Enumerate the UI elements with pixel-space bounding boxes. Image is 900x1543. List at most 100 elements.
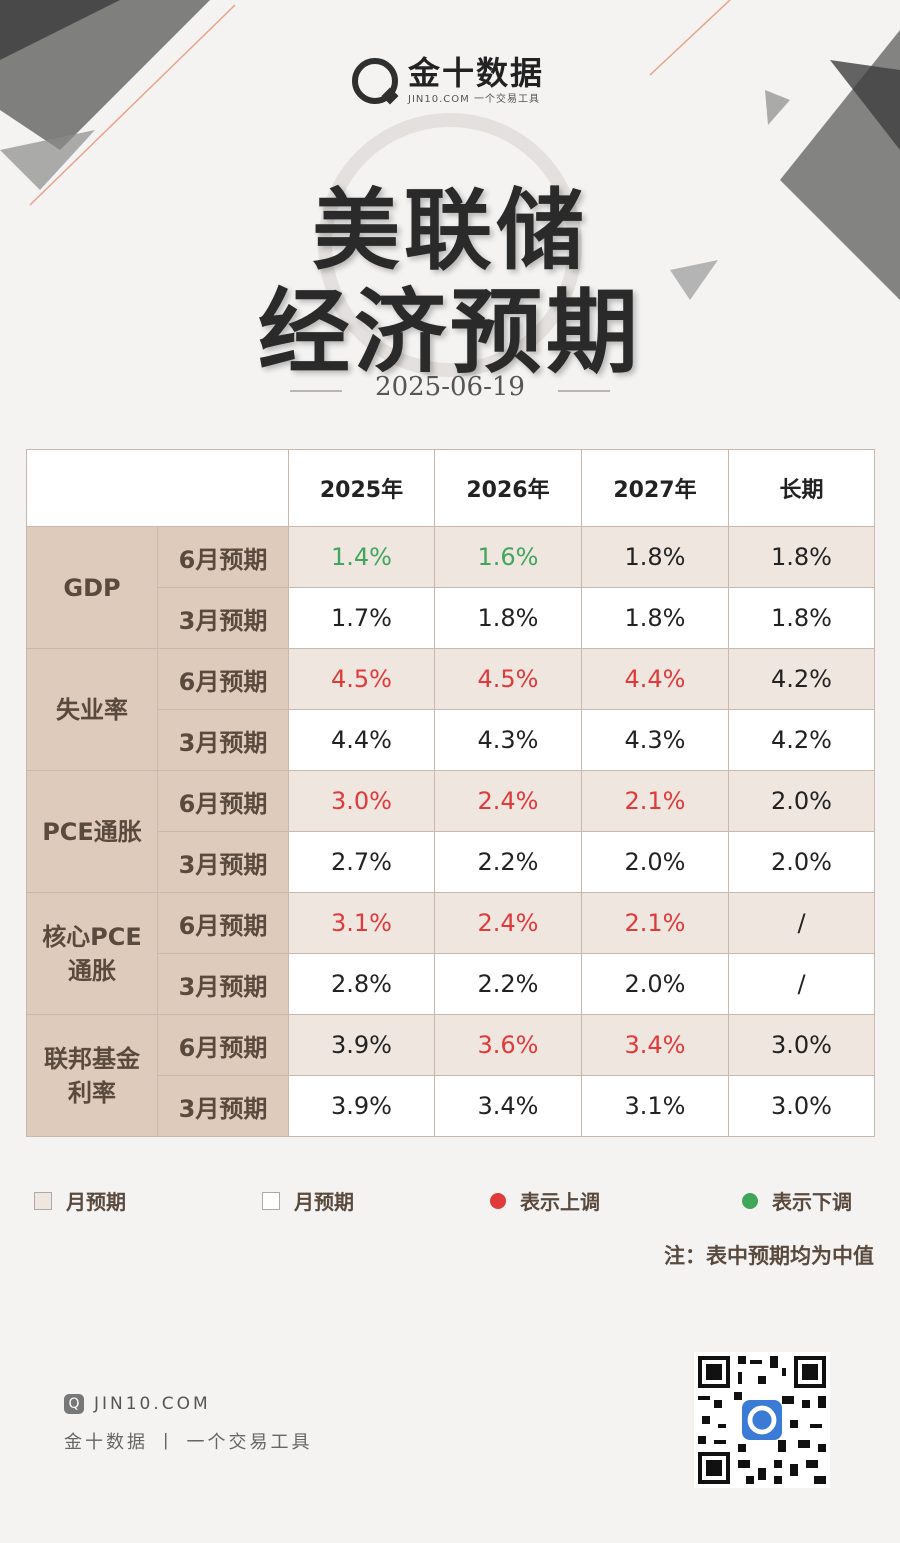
forecast-value-cell: / [728,953,875,1015]
forecast-value-cell: 2.4% [434,770,582,832]
brand-subtitle: JIN10.COM 一个交易工具 [408,94,540,105]
category-label-line: 联邦基金 [44,1044,140,1073]
forecast-period-label: 6月预期 [157,648,289,710]
forecast-value-cell: 1.4% [288,526,435,588]
category-label: 联邦基金 利率 [26,1014,158,1137]
forecast-value-cell: 2.1% [581,892,729,954]
forecast-value-cell: 4.5% [434,648,582,710]
legend-up-label: 表示上调 [520,1190,600,1214]
forecast-value-cell: 3.4% [434,1075,582,1137]
forecast-value-cell: 3.1% [581,1075,729,1137]
forecast-period-label: 3月预期 [157,1075,289,1137]
footer-url: JIN10.COM [94,1394,211,1414]
forecast-period-label: 6月预期 [157,526,289,588]
column-header: 2026年 [434,449,582,527]
table-row: 3月预期 3.9% 3.4% 3.1% 3.0% [27,1075,875,1137]
forecast-value-cell: 4.2% [728,648,875,710]
forecast-value-cell: 2.8% [288,953,435,1015]
forecast-value-cell: 2.7% [288,831,435,893]
legend-up-dot-icon [490,1192,506,1209]
legend: 月预期 月预期 表示上调 表示下调 [34,1186,874,1216]
forecast-value-cell: 2.2% [434,831,582,893]
table-corner-cell [26,449,289,527]
footer-logo: Q JIN10.COM [64,1394,211,1414]
forecast-value-cell: 2.1% [581,770,729,832]
legend-june: 月预期 [34,1186,126,1215]
report-date: 2025-06-19 [375,372,525,402]
forecast-period-label: 3月预期 [157,587,289,649]
forecast-value-cell: 4.4% [288,709,435,771]
forecast-value-cell: 2.4% [434,892,582,954]
forecast-value-cell: 1.7% [288,587,435,649]
column-header: 长期 [728,449,875,527]
forecast-value-cell: 2.0% [581,831,729,893]
forecast-value-cell: / [728,892,875,954]
forecast-value-cell: 3.9% [288,1014,435,1076]
legend-march-label: 月预期 [294,1190,354,1214]
table-row: PCE通胀 6月预期 3.0% 2.4% 2.1% 2.0% [26,770,875,893]
forecast-value-cell: 1.6% [434,526,582,588]
category-label: 核心PCE 通胀 [26,892,158,1015]
forecast-value-cell: 3.1% [288,892,435,954]
legend-june-swatch [34,1191,52,1210]
forecast-value-cell: 3.0% [728,1014,875,1076]
table-row: 3月预期 2.8% 2.2% 2.0% / [27,953,875,1015]
forecast-value-cell: 1.8% [581,526,729,588]
forecast-value-cell: 1.8% [728,587,875,649]
category-label-line: 核心PCE [42,922,142,951]
category-label-line: 通胀 [68,956,116,985]
table-note: 注：表中预期均为中值 [664,1244,874,1268]
forecast-value-cell: 2.0% [728,770,875,832]
brand-logo-icon [352,57,398,104]
brand-name: 金十数据 [408,54,545,92]
qr-code-icon [694,1352,830,1488]
legend-down-label: 表示下调 [772,1190,852,1214]
column-header: 2027年 [581,449,729,527]
forecast-value-cell: 4.3% [581,709,729,771]
table-row: 联邦基金 利率 6月预期 3.9% 3.6% 3.4% 3.0% [26,1014,875,1137]
footer-logo-icon: Q [64,1394,84,1414]
table-row: GDP 6月预期 1.4% 1.6% 1.8% 1.8% [26,526,875,649]
date-right-ornament [558,389,611,392]
forecast-period-label: 3月预期 [157,953,289,1015]
forecast-value-cell: 3.9% [288,1075,435,1137]
forecast-value-cell: 2.0% [581,953,729,1015]
legend-march-swatch [262,1191,280,1210]
forecast-value-cell: 1.8% [581,587,729,649]
title-line-2: 经济预期 [257,278,642,386]
forecast-value-cell: 2.2% [434,953,582,1015]
legend-down-dot-icon [742,1192,758,1209]
table-row: 失业率 6月预期 4.5% 4.5% 4.4% 4.2% [26,648,875,771]
forecast-value-cell: 3.4% [581,1014,729,1076]
footer-tagline: 金十数据 丨 一个交易工具 [64,1432,313,1453]
table-row: 核心PCE 通胀 6月预期 3.1% 2.4% 2.1% / [26,892,875,1015]
forecast-value-cell: 2.0% [728,831,875,893]
forecast-period-label: 3月预期 [157,709,289,771]
forecast-value-cell: 4.5% [288,648,435,710]
forecast-period-label: 6月预期 [157,770,289,832]
forecast-period-label: 3月预期 [157,831,289,893]
forecast-value-cell: 4.3% [434,709,582,771]
brand-logo: 金十数据 JIN10.COM 一个交易工具 [352,56,544,105]
legend-march: 月预期 [262,1186,354,1215]
category-label: PCE通胀 [26,770,158,893]
forecast-period-label: 6月预期 [157,892,289,954]
date-left-ornament [289,389,342,392]
legend-down: 表示下调 [742,1186,852,1215]
forecast-value-cell: 1.8% [434,587,582,649]
table-row: 3月预期 2.7% 2.2% 2.0% 2.0% [27,831,875,893]
legend-up: 表示上调 [490,1186,600,1215]
column-header: 2025年 [288,449,435,527]
forecast-value-cell: 4.2% [728,709,875,771]
forecast-value-cell: 3.0% [728,1075,875,1137]
forecast-value-cell: 4.4% [581,648,729,710]
table-header-row: 2025年 2026年 2027年 长期 [26,449,875,527]
forecast-value-cell: 3.0% [288,770,435,832]
forecast-table: 2025年 2026年 2027年 长期 GDP 6月预期 1.4% 1.6% 1.8%… [26,449,875,1137]
table-row: 3月预期 4.4% 4.3% 4.3% 4.2% [27,709,875,771]
forecast-value-cell: 3.6% [434,1014,582,1076]
legend-june-label: 月预期 [66,1190,126,1214]
forecast-period-label: 6月预期 [157,1014,289,1076]
category-label-line: 利率 [68,1078,116,1107]
date-row: 2025-06-19 [0,372,900,402]
